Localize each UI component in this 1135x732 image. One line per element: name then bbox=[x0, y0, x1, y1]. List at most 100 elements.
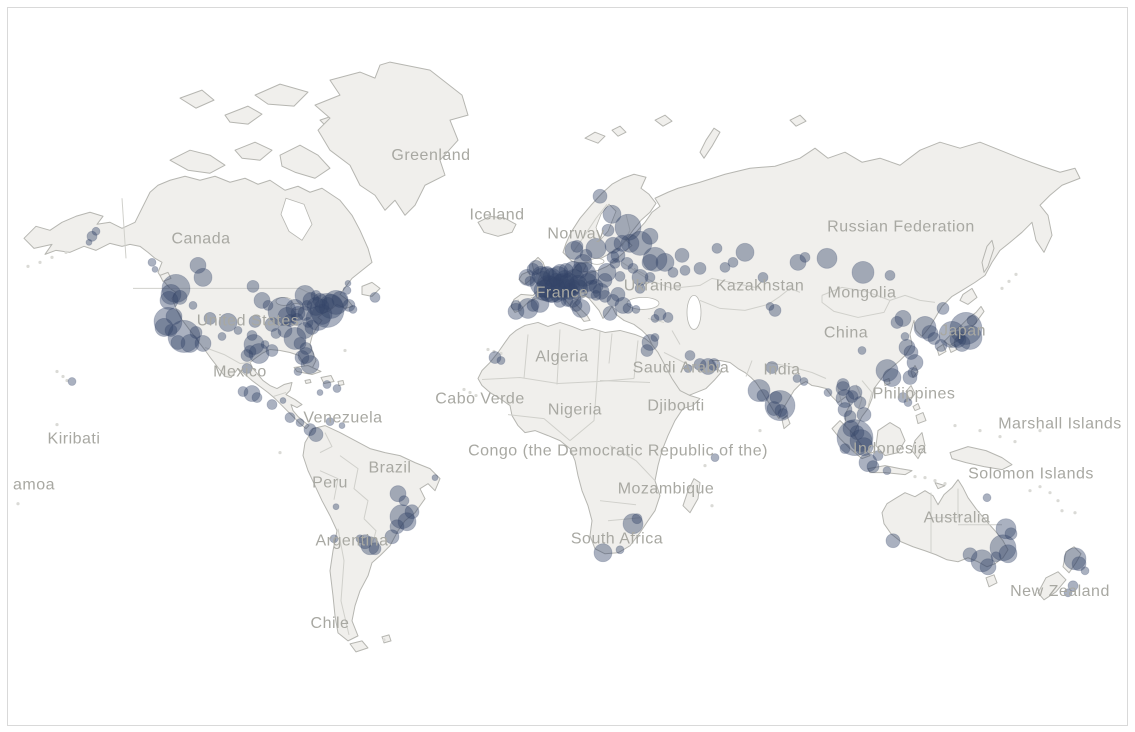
map-bubble[interactable] bbox=[885, 533, 901, 549]
map-bubble[interactable] bbox=[318, 293, 344, 319]
map-bubble[interactable] bbox=[294, 284, 316, 306]
map-bubble[interactable] bbox=[921, 325, 939, 342]
map-bubble[interactable] bbox=[882, 368, 902, 387]
map-bubble[interactable] bbox=[777, 408, 789, 419]
map-bubble[interactable] bbox=[240, 349, 254, 362]
map-bubble[interactable] bbox=[631, 305, 641, 314]
map-bubble[interactable] bbox=[325, 417, 335, 426]
map-bubble[interactable] bbox=[194, 335, 212, 352]
map-bubble[interactable] bbox=[384, 529, 400, 545]
map-bubble[interactable] bbox=[970, 549, 994, 573]
map-bubble[interactable] bbox=[507, 303, 525, 320]
map-bubble[interactable] bbox=[622, 513, 644, 535]
map-bubble[interactable] bbox=[180, 334, 200, 353]
map-bubble[interactable] bbox=[989, 534, 1017, 562]
map-bubble[interactable] bbox=[147, 257, 157, 267]
map-bubble[interactable] bbox=[614, 213, 642, 241]
map-bubble[interactable] bbox=[990, 551, 1002, 563]
map-bubble[interactable] bbox=[610, 286, 626, 302]
map-bubble[interactable] bbox=[631, 513, 643, 525]
map-bubble[interactable] bbox=[849, 425, 865, 441]
map-bubble[interactable] bbox=[284, 412, 296, 423]
map-bubble[interactable] bbox=[518, 268, 536, 286]
map-bubble[interactable] bbox=[285, 299, 305, 318]
map-bubble[interactable] bbox=[277, 323, 293, 338]
data-bubbles[interactable] bbox=[67, 188, 1090, 598]
map-bubble[interactable] bbox=[293, 337, 307, 350]
map-bubble[interactable] bbox=[571, 261, 589, 279]
map-bubble[interactable] bbox=[845, 390, 859, 403]
map-bubble[interactable] bbox=[1004, 527, 1018, 541]
map-bubble[interactable] bbox=[902, 370, 918, 385]
map-bubble[interactable] bbox=[851, 260, 875, 284]
map-bubble[interactable] bbox=[369, 291, 381, 303]
map-bubble[interactable] bbox=[569, 299, 583, 312]
map-bubble[interactable] bbox=[526, 262, 540, 276]
map-bubble[interactable] bbox=[642, 246, 668, 272]
map-bubble[interactable] bbox=[312, 292, 328, 308]
map-bubble[interactable] bbox=[241, 363, 253, 374]
map-bubble[interactable] bbox=[243, 334, 265, 355]
map-bubble[interactable] bbox=[248, 315, 262, 328]
map-bubble[interactable] bbox=[620, 256, 634, 270]
map-bubble[interactable] bbox=[953, 335, 971, 352]
map-bubble[interactable] bbox=[342, 285, 352, 295]
map-bubble[interactable] bbox=[203, 312, 217, 325]
map-bubble[interactable] bbox=[1080, 566, 1090, 576]
map-bubble[interactable] bbox=[397, 512, 417, 532]
map-bubble[interactable] bbox=[650, 314, 660, 323]
map-bubble[interactable] bbox=[193, 267, 213, 287]
map-bubble[interactable] bbox=[578, 272, 598, 292]
map-bubble[interactable] bbox=[872, 450, 884, 462]
map-bubble[interactable] bbox=[260, 340, 270, 349]
map-bubble[interactable] bbox=[551, 263, 569, 281]
map-bubble[interactable] bbox=[592, 188, 608, 204]
map-bubble[interactable] bbox=[667, 266, 679, 278]
map-bubble[interactable] bbox=[998, 544, 1018, 564]
map-bubble[interactable] bbox=[554, 285, 570, 301]
map-bubble[interactable] bbox=[293, 367, 303, 376]
map-bubble[interactable] bbox=[747, 379, 771, 402]
map-bubble[interactable] bbox=[172, 289, 188, 305]
map-bubble[interactable] bbox=[843, 410, 857, 423]
map-bubble[interactable] bbox=[634, 282, 646, 294]
map-bubble[interactable] bbox=[297, 347, 315, 364]
map-bubble[interactable] bbox=[243, 385, 261, 402]
map-bubble[interactable] bbox=[306, 297, 326, 316]
map-bubble[interactable] bbox=[322, 380, 332, 389]
map-bubble[interactable] bbox=[533, 279, 555, 301]
map-bubble[interactable] bbox=[283, 314, 297, 327]
map-bubble[interactable] bbox=[571, 299, 591, 318]
map-bubble[interactable] bbox=[153, 307, 183, 336]
map-bubble[interactable] bbox=[265, 344, 279, 357]
map-bubble[interactable] bbox=[496, 356, 506, 365]
map-bubble[interactable] bbox=[91, 226, 101, 236]
map-bubble[interactable] bbox=[835, 389, 855, 408]
map-bubble[interactable] bbox=[903, 398, 913, 407]
map-bubble[interactable] bbox=[530, 293, 550, 313]
map-bubble[interactable] bbox=[735, 242, 755, 262]
map-bubble[interactable] bbox=[907, 367, 919, 378]
map-bubble[interactable] bbox=[614, 297, 632, 314]
map-bubble[interactable] bbox=[568, 274, 588, 294]
map-bubble[interactable] bbox=[553, 295, 567, 308]
map-bubble[interactable] bbox=[606, 293, 620, 307]
map-bubble[interactable] bbox=[528, 259, 544, 275]
map-bubble[interactable] bbox=[903, 345, 919, 360]
map-bubble[interactable] bbox=[957, 325, 983, 350]
map-bubble[interactable] bbox=[936, 302, 950, 315]
map-bubble[interactable] bbox=[710, 453, 720, 463]
map-bubble[interactable] bbox=[823, 388, 833, 397]
map-bubble[interactable] bbox=[579, 248, 593, 262]
map-bubble[interactable] bbox=[835, 381, 851, 396]
map-bubble[interactable] bbox=[606, 250, 620, 264]
map-bubble[interactable] bbox=[598, 289, 612, 303]
map-bubble[interactable] bbox=[913, 316, 937, 339]
map-bubble[interactable] bbox=[674, 247, 690, 263]
map-bubble[interactable] bbox=[609, 257, 621, 269]
map-bubble[interactable] bbox=[564, 240, 584, 260]
map-bubble[interactable] bbox=[262, 300, 274, 311]
map-bubble[interactable] bbox=[768, 304, 782, 317]
map-bubble[interactable] bbox=[159, 290, 179, 310]
map-bubble[interactable] bbox=[218, 313, 238, 332]
